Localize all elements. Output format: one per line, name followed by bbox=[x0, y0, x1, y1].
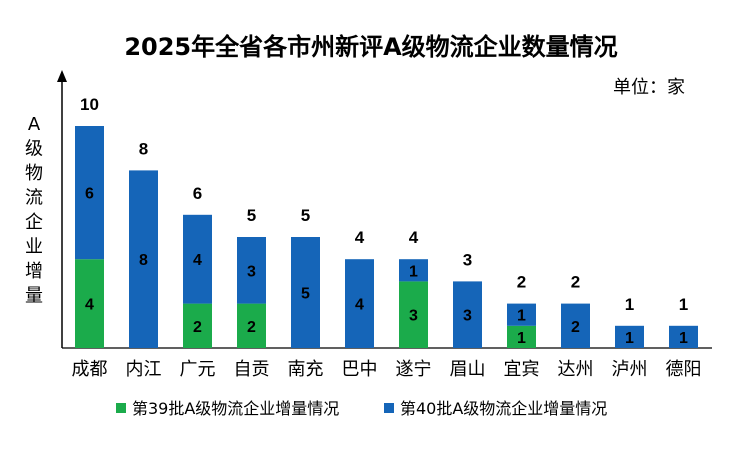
bar-total-label: 1 bbox=[679, 295, 688, 314]
bar-segment-batch40 bbox=[561, 303, 590, 348]
bar-segment-batch40 bbox=[75, 126, 104, 260]
unit-label: 单位：家 bbox=[613, 77, 685, 98]
segment-value-label: 1 bbox=[679, 330, 688, 347]
bar-segment-batch39 bbox=[507, 325, 536, 348]
legend-label: 第40批A级物流企业增量情况 bbox=[400, 399, 607, 418]
legend-swatch bbox=[384, 403, 394, 413]
bar-segment-batch40 bbox=[453, 281, 482, 348]
bar-segment-batch40 bbox=[399, 259, 428, 282]
segment-value-label: 2 bbox=[571, 319, 580, 336]
bar-segment-batch39 bbox=[399, 281, 428, 348]
segment-value-label: 4 bbox=[355, 297, 364, 314]
segment-value-label: 4 bbox=[193, 252, 202, 269]
bar-segment-batch40 bbox=[291, 237, 320, 348]
x-tick-label: 眉山 bbox=[450, 359, 486, 380]
bar-total-label: 5 bbox=[247, 206, 256, 225]
chart-title: 2025年全省各市州新评A级物流企业数量情况 bbox=[124, 33, 617, 61]
bars-group: 4 6 10 成都 8 8 内江 2 4 6 广元 2 3 5 自贡 5 5 南充 4 4 巴中 3 1 4 遂宁 3 3 眉山 1 1 2… bbox=[72, 95, 702, 380]
bar-total-label: 2 bbox=[571, 273, 580, 292]
bar-segment-batch39 bbox=[183, 303, 212, 348]
x-tick-label: 南充 bbox=[288, 359, 324, 380]
x-tick-label: 成都 bbox=[72, 359, 108, 380]
x-tick-label: 泸州 bbox=[612, 359, 648, 380]
x-tick-label: 德阳 bbox=[666, 359, 702, 380]
bar-segment-batch39 bbox=[75, 259, 104, 348]
bar-segment-batch40 bbox=[237, 237, 266, 304]
legend-label: 第39批A级物流企业增量情况 bbox=[132, 399, 339, 418]
bar-total-label: 10 bbox=[80, 95, 99, 114]
bar-segment-batch40 bbox=[129, 170, 158, 348]
x-tick-label: 广元 bbox=[180, 359, 216, 380]
segment-value-label: 3 bbox=[247, 263, 256, 280]
segment-value-label: 6 bbox=[85, 186, 94, 203]
segment-value-label: 5 bbox=[301, 286, 310, 303]
segment-value-label: 1 bbox=[409, 263, 418, 280]
y-axis-arrow-icon bbox=[57, 70, 67, 82]
segment-value-label: 8 bbox=[139, 252, 148, 269]
x-tick-label: 内江 bbox=[126, 359, 162, 380]
segment-value-label: 3 bbox=[409, 308, 418, 325]
x-tick-label: 遂宁 bbox=[396, 359, 432, 380]
segment-value-label: 2 bbox=[247, 319, 256, 336]
segment-value-label: 1 bbox=[517, 308, 526, 325]
bar-total-label: 4 bbox=[409, 228, 419, 247]
bar-total-label: 3 bbox=[463, 250, 472, 269]
segment-value-label: 1 bbox=[625, 330, 634, 347]
x-tick-label: 巴中 bbox=[342, 359, 378, 380]
bar-segment-batch40 bbox=[507, 303, 536, 326]
bar-total-label: 4 bbox=[355, 228, 365, 247]
bar-segment-batch40 bbox=[345, 259, 374, 348]
bar-total-label: 5 bbox=[301, 206, 310, 225]
segment-value-label: 4 bbox=[85, 297, 94, 314]
legend-swatch bbox=[116, 403, 126, 413]
legend: 第39批A级物流企业增量情况 第40批A级物流企业增量情况 bbox=[116, 399, 607, 418]
y-axis-label: A 级物流企业增量 bbox=[25, 114, 43, 307]
x-tick-label: 自贡 bbox=[234, 359, 270, 380]
bar-segment-batch40 bbox=[669, 325, 698, 348]
bar-total-label: 6 bbox=[193, 184, 202, 203]
segment-value-label: 3 bbox=[463, 308, 472, 325]
segment-value-label: 2 bbox=[193, 319, 202, 336]
x-tick-label: 宜宾 bbox=[504, 359, 540, 380]
bar-total-label: 8 bbox=[139, 139, 148, 158]
x-tick-label: 达州 bbox=[558, 359, 594, 380]
bar-total-label: 1 bbox=[625, 295, 634, 314]
bar-segment-batch40 bbox=[615, 325, 644, 348]
bar-segment-batch40 bbox=[183, 214, 212, 304]
bar-total-label: 2 bbox=[517, 273, 526, 292]
bar-segment-batch39 bbox=[237, 303, 266, 348]
segment-value-label: 1 bbox=[517, 330, 526, 347]
